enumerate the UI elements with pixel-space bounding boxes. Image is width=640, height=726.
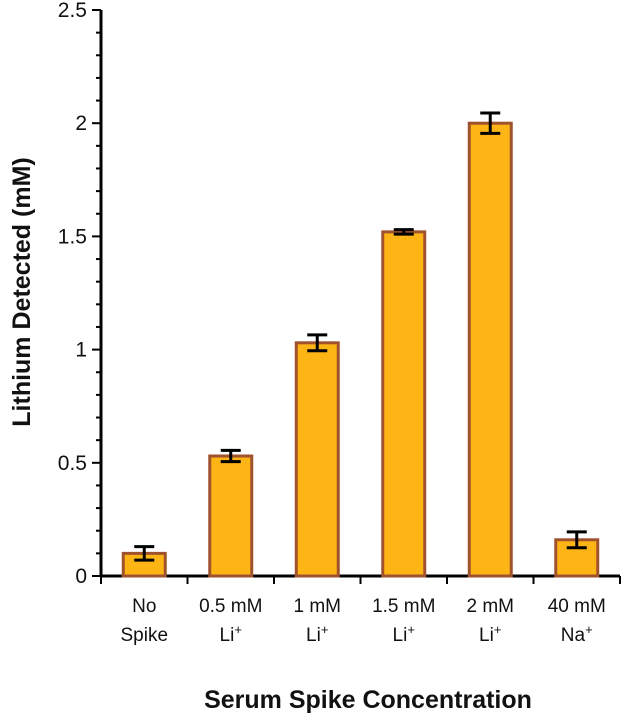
error-bar [566, 530, 587, 550]
bar [467, 121, 513, 578]
y-tick-label: 0.5 [58, 452, 87, 475]
error-bar [134, 545, 155, 562]
x-tick-label-line2: Li+ [306, 622, 328, 647]
y-tick-label: 0 [75, 565, 87, 588]
x-tick-label-line1: 1 mM [294, 596, 342, 617]
error-bar [480, 111, 501, 135]
x-tick-label-line1: 0.5 mM [199, 596, 262, 617]
y-tick-label: 1 [75, 339, 87, 362]
y-tick-label: 2.5 [58, 0, 87, 22]
x-tick-label-line2: Na+ [561, 622, 593, 647]
x-tick-label-line2: Li+ [220, 622, 242, 647]
error-bar [393, 228, 414, 236]
bar [208, 454, 254, 578]
x-tick-label-line1: 1.5 mM [372, 596, 435, 617]
x-tick-label-line2: Spike [120, 625, 168, 646]
error-bar [220, 448, 241, 464]
axes [99, 10, 621, 584]
bars [121, 121, 600, 578]
x-axis-category-labels: No Spike 0.5 mM Li+ 1 mM Li+ 1.5 mM Li+ 2 mM Li+ 4… [120, 596, 605, 646]
x-tick-label-line1: 40 mM [548, 596, 606, 617]
x-tick-label-line1: 2 mM [467, 596, 515, 617]
x-axis-title: Serum Spike Concentration [204, 686, 532, 714]
x-tick-label-line2: Li+ [479, 622, 501, 647]
y-axis-ticks: 0 0.5 1 1.5 2 2.5 [58, 0, 101, 588]
bar [294, 341, 340, 578]
x-tick-label-line2: Li+ [393, 622, 415, 647]
y-tick-label: 2 [75, 112, 87, 135]
bar [381, 230, 427, 578]
error-bars [134, 111, 587, 562]
y-axis-title: Lithium Detected (mM) [8, 157, 36, 426]
error-bar [307, 333, 328, 353]
y-tick-label: 1.5 [58, 225, 87, 248]
x-tick-label-line1: No [132, 596, 156, 617]
